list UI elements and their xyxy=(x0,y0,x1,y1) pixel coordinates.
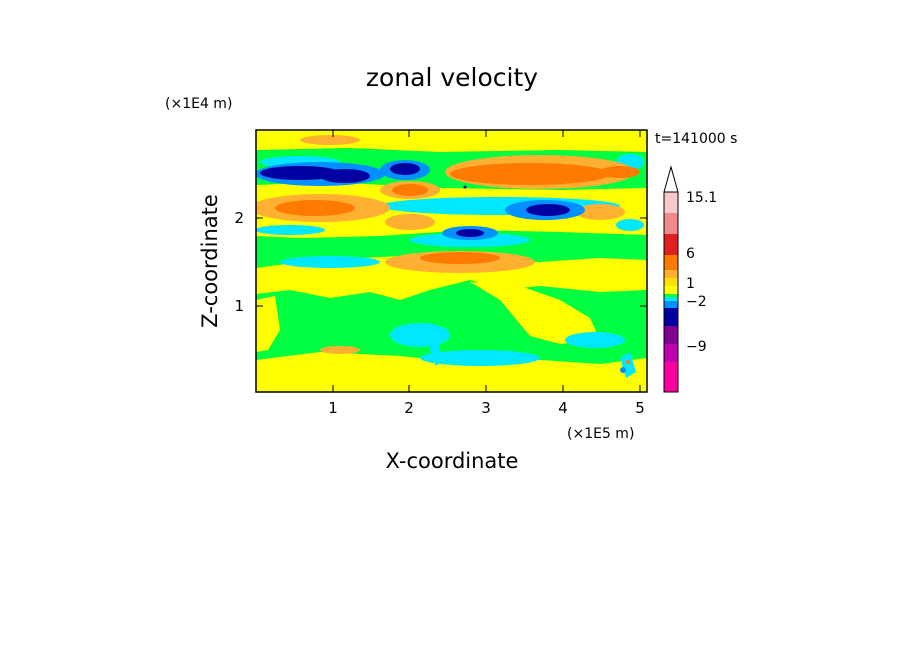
colorbar-segment xyxy=(664,270,678,278)
x-tick-label: 5 xyxy=(635,399,645,417)
colorbar-label: −2 xyxy=(686,294,707,310)
colorbar-top-arrow xyxy=(663,165,679,193)
dark-blue-patches xyxy=(260,163,570,237)
colorbar-segment xyxy=(664,344,678,362)
colorbar-frame xyxy=(663,191,679,393)
yellow-band-top xyxy=(256,130,647,152)
x-tick-label: 2 xyxy=(404,399,414,417)
colorbar-segment xyxy=(664,362,678,392)
colorbar-segment xyxy=(664,286,678,294)
colorbar-segment xyxy=(664,308,678,326)
x-tick-label: 4 xyxy=(558,399,568,417)
colorbar-segment xyxy=(664,278,678,286)
plot-frame xyxy=(255,129,648,393)
colorbar-segment xyxy=(664,326,678,344)
colorbar-label: −9 xyxy=(686,339,707,355)
y-tick-label: 2 xyxy=(234,209,244,227)
contour-field xyxy=(256,130,647,392)
x-tick-marks xyxy=(332,130,641,392)
y-tick-label: 1 xyxy=(234,297,244,315)
y-axis-label: Z-coordinate xyxy=(198,194,222,328)
x-unit-label: (×1E5 m) xyxy=(567,426,634,442)
colorbar-segment xyxy=(664,294,678,297)
colorbar-segment xyxy=(664,255,678,270)
x-tick-label: 1 xyxy=(328,399,338,417)
y-tick-marks xyxy=(256,217,647,307)
chart-title: zonal velocity xyxy=(366,63,538,92)
colorbar-label: 1 xyxy=(686,276,695,292)
colorbar-label: 6 xyxy=(686,246,695,262)
orange-patches xyxy=(275,163,640,264)
colorbar-segment xyxy=(664,301,678,308)
x-axis-label: X-coordinate xyxy=(386,449,519,473)
colorbar-segment xyxy=(664,297,678,301)
y-unit-label: (×1E4 m) xyxy=(165,96,232,112)
time-label: t=141000 s xyxy=(655,131,737,147)
x-tick-label: 3 xyxy=(481,399,491,417)
yellow-patch-lower xyxy=(470,282,600,344)
colorbar xyxy=(663,165,679,393)
colorbar-segment xyxy=(664,213,678,234)
yellow-band-bottom xyxy=(256,352,647,392)
yellow-left-strip xyxy=(256,296,280,352)
colorbar-label: 15.1 xyxy=(686,190,717,206)
colorbar-segment xyxy=(664,234,678,255)
colorbar-segment xyxy=(664,192,678,213)
small-features xyxy=(428,185,636,378)
